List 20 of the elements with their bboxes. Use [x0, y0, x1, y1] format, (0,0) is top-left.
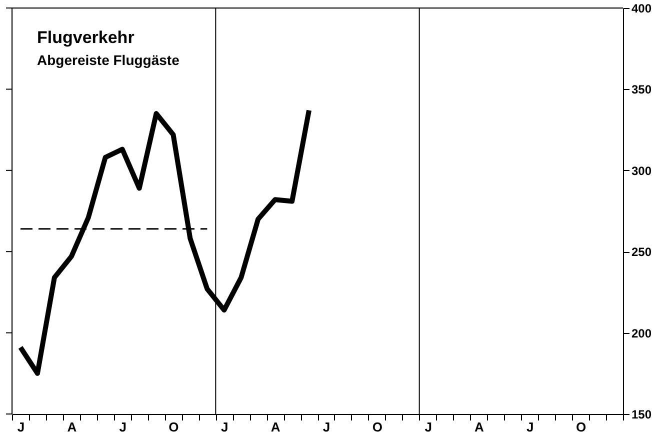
y-tick-label: 200 [632, 326, 652, 340]
x-tick-label: J [526, 420, 534, 433]
x-tick-label: J [119, 420, 126, 433]
x-tick-label: J [322, 420, 330, 433]
x-tick-label: J [424, 420, 432, 433]
text: Flugverkehr [37, 28, 135, 47]
y-tick-label: 400 [632, 2, 652, 16]
x-tick-label: J [221, 420, 228, 433]
y-tick-label: 300 [632, 164, 652, 178]
y-tick-label: 350 [632, 82, 652, 97]
x-tick-label: A [67, 420, 78, 433]
x-tick-label: A [474, 420, 485, 433]
y-tick-label: 250 [632, 245, 652, 260]
x-tick-label: O [372, 420, 382, 433]
x-tick-label: O [576, 420, 586, 433]
y-tick-label: 150 [632, 408, 652, 422]
x-tick-label: J [17, 420, 25, 433]
x-tick-label: A [270, 420, 281, 433]
text: Abgereiste Fluggäste [37, 52, 180, 68]
x-tick-label: O [168, 420, 179, 433]
